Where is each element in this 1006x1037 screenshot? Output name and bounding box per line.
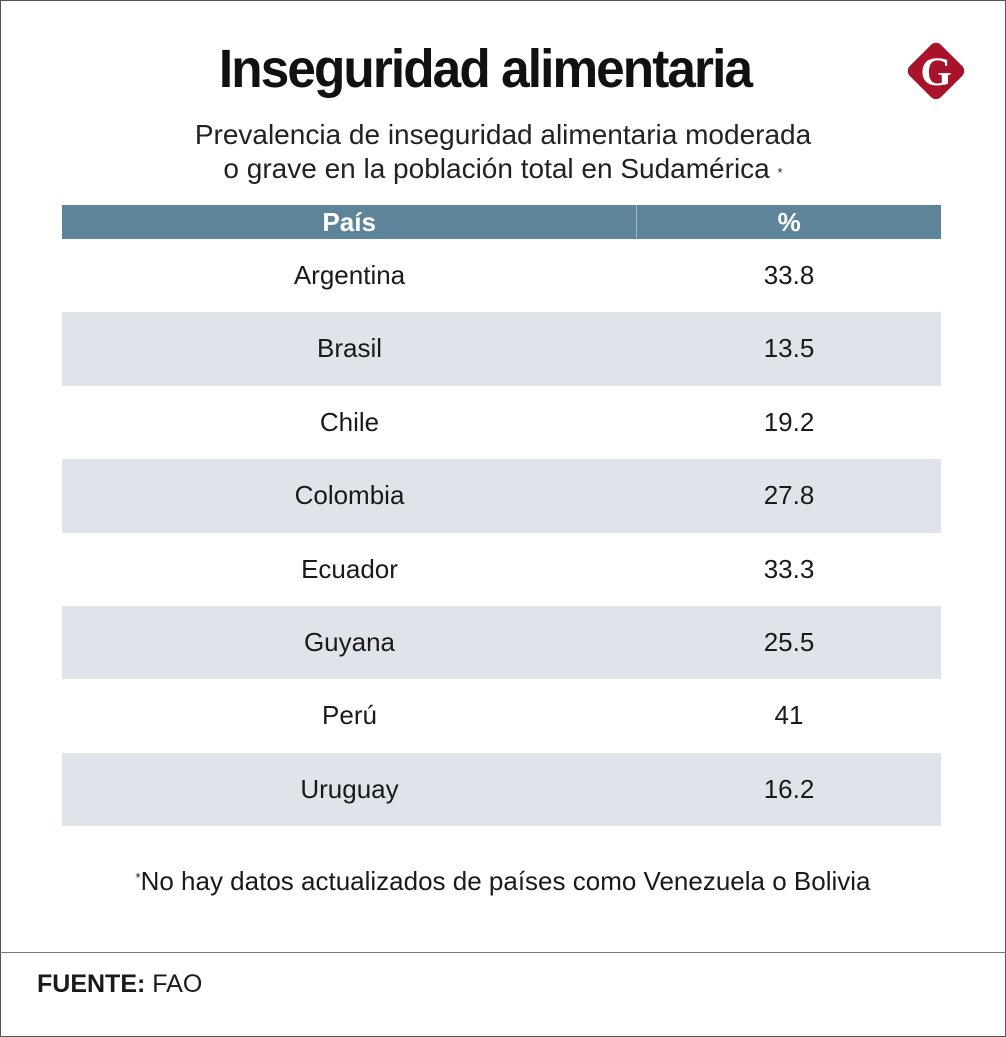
source-value: FAO [152,970,203,998]
svg-text:G: G [920,49,951,94]
percent-cell: 25.5 [763,626,815,657]
country-cell: Perú [322,700,377,731]
percent-cell: 13.5 [763,333,815,364]
percent-cell: 27.8 [763,480,815,511]
table-row: Uruguay 16.2 [62,752,941,827]
country-cell: Chile [319,406,380,437]
country-cell: Guyana [303,626,396,657]
asterisk-marker: * [777,165,783,180]
data-table: País % Argentina 33.8 Brasil 13.5 Chile 19.2 C… [62,205,941,827]
percent-cell: 41 [774,700,804,731]
table-body: Argentina 33.8 Brasil 13.5 Chile 19.2 Colombia… [62,239,941,827]
table-row: Colombia 27.8 [62,459,941,533]
percent-cell: 33.8 [763,260,815,290]
table-row: Brasil 13.5 [62,312,941,386]
table-row: Chile 19.2 [62,386,941,459]
footnote-text: No hay datos actualizados de países como… [140,866,871,896]
percent-cell: 19.2 [763,406,815,437]
country-cell: Colombia [294,480,405,511]
source-label: FUENTE: [37,970,146,998]
column-header-country: País [62,205,638,239]
table-row: Perú 41 [62,679,941,752]
subtitle-line-2-text: o grave en la población total en Sudamér… [223,153,770,184]
asterisk-marker: * [135,870,141,885]
country-cell: Uruguay [300,773,399,804]
footer-divider [0,952,1006,953]
source-line: FUENTE: FAO [37,970,202,999]
g-diamond-logo-icon: G [907,42,965,100]
subtitle-line-1: Prevalencia de inseguridad alimentaria m… [194,119,812,150]
column-header-percent: % [777,207,801,237]
country-cell: Ecuador [301,553,398,584]
table-row: Guyana 25.5 [62,605,941,680]
table-row: Argentina 33.8 [62,239,941,312]
table-row: Ecuador 33.3 [62,533,941,606]
percent-cell: 16.2 [763,773,815,804]
subtitle: Prevalencia de inseguridad alimentaria m… [0,118,1006,186]
country-cell: Argentina [293,260,406,290]
footnote: *No hay datos actualizados de países com… [0,866,1006,897]
subtitle-line-2: o grave en la población total en Sudamér… [0,152,1006,186]
table-header: País % [62,205,941,239]
percent-cell: 33.3 [763,553,815,584]
country-cell: Brasil [316,333,382,364]
page-title: Inseguridad alimentaria [218,39,753,99]
